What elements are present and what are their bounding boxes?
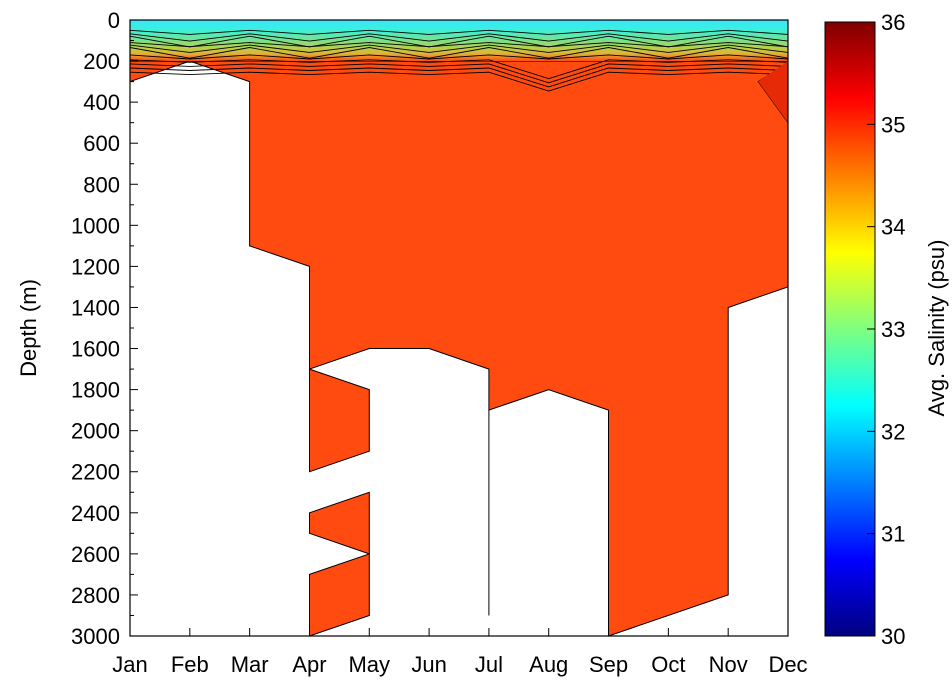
contour-line — [129, 47, 789, 59]
y-tick-label: 1000 — [71, 213, 120, 238]
y-tick-label: 1200 — [71, 254, 120, 279]
y-tick-label: 2800 — [71, 583, 120, 608]
data-gap-outlines — [309, 368, 490, 637]
x-tick-label: Jul — [475, 652, 503, 677]
y-tick-label: 200 — [83, 49, 120, 74]
x-tick-label: Sep — [589, 652, 628, 677]
contour-line — [129, 33, 789, 42]
surface-salinity-band — [130, 20, 788, 62]
contour-line — [129, 44, 789, 53]
x-tick-label: Apr — [292, 652, 326, 677]
contour-line — [129, 42, 789, 48]
contour-line — [129, 29, 789, 35]
x-tick-label: Aug — [529, 652, 568, 677]
colorbar: 30 31 32 33 34 35 36 — [824, 10, 905, 649]
y-tick-label: 2200 — [71, 460, 120, 485]
contour-lines — [129, 29, 789, 123]
y-tick-label: 800 — [83, 172, 120, 197]
y-tick-label: 1400 — [71, 295, 120, 320]
y-tick-label: 2400 — [71, 501, 120, 526]
y-tick-label: 1800 — [71, 378, 120, 403]
x-tick-label: Jun — [411, 652, 446, 677]
y-axis-title: Depth (m) — [16, 279, 41, 377]
deep-patch-2 — [309, 553, 370, 637]
y-tick-label: 1600 — [71, 337, 120, 362]
y-tick-label: 600 — [83, 131, 120, 156]
y-tick-label: 2600 — [71, 542, 120, 567]
y-axis: 0 200 400 600 800 1000 1200 1400 1600 1800 2000 220… — [71, 8, 138, 649]
colorbar-tick-label: 34 — [881, 215, 905, 240]
colorbar-tick-label: 32 — [881, 419, 905, 444]
x-tick-label: Nov — [709, 652, 748, 677]
contour-line — [129, 54, 789, 60]
colorbar-tick-label: 31 — [881, 522, 905, 547]
dec-high-salinity-patch — [758, 61, 788, 123]
x-tick-label: May — [348, 652, 390, 677]
deep-water-salinity-region — [129, 60, 789, 637]
x-tick-label: Dec — [768, 652, 807, 677]
colorbar-tick-label: 33 — [881, 317, 905, 342]
y-tick-label: 0 — [108, 8, 120, 33]
x-tick-label: Oct — [651, 652, 685, 677]
contour-line — [129, 71, 789, 92]
deep-patch-0 — [309, 368, 370, 473]
colorbar-gradient — [824, 21, 876, 637]
y-tick-label: 400 — [83, 90, 120, 115]
colorbar-tick-label: 35 — [881, 112, 905, 137]
colorbar-ticks: 30 31 32 33 34 35 36 — [867, 10, 905, 649]
contour-line — [129, 63, 789, 84]
y-tick-label: 3000 — [71, 624, 120, 649]
colorbar-title: Avg. Salinity (psu) — [924, 240, 949, 417]
x-axis: Jan Feb Mar Apr May Jun Jul Aug Sep Oct Nov Dec — [112, 628, 808, 677]
x-tick-label: Mar — [231, 652, 269, 677]
x-tick-label: Feb — [171, 652, 209, 677]
y-tick-label: 2000 — [71, 419, 120, 444]
colorbar-tick-label: 36 — [881, 10, 905, 35]
colorbar-tick-label: 30 — [881, 624, 905, 649]
contour-line — [129, 59, 789, 80]
x-tick-label: Jan — [112, 652, 147, 677]
contour-line — [129, 35, 789, 48]
plot-area — [129, 19, 789, 637]
contour-line — [129, 67, 789, 88]
